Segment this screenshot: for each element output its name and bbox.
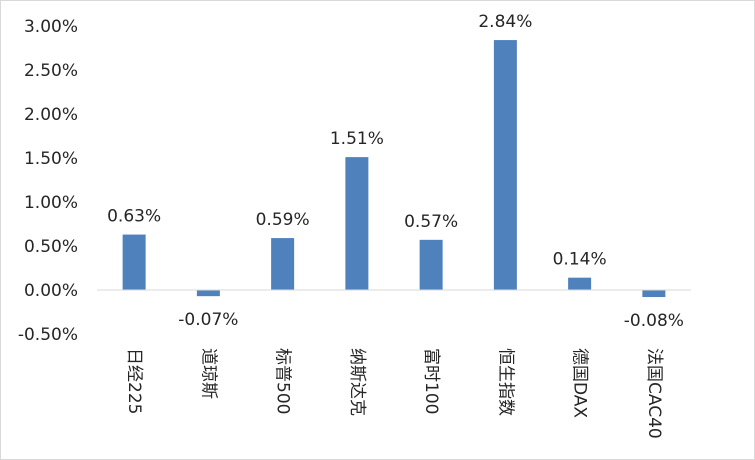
data-label: 0.59% bbox=[256, 210, 310, 230]
y-axis: 3.00% 2.50% 2.00% 1.50% 1.00% 0.50% 0.00% -0.50… bbox=[18, 17, 78, 345]
y-tick-label: 1.50% bbox=[24, 149, 78, 169]
y-tick-label: 2.00% bbox=[24, 105, 78, 125]
y-tick-label: 2.50% bbox=[24, 61, 78, 81]
data-label: -0.07% bbox=[178, 310, 238, 330]
data-label: 2.84% bbox=[478, 12, 532, 32]
category-label: 纳斯达克 bbox=[347, 348, 367, 416]
data-label: 1.51% bbox=[330, 129, 384, 149]
bar bbox=[196, 290, 220, 297]
data-label: 0.63% bbox=[107, 207, 161, 227]
category-label: 法国CAC40 bbox=[644, 348, 664, 439]
category-label: 恒生指数 bbox=[495, 348, 515, 416]
data-labels: 0.63% -0.07% 0.59% 1.51% 0.57% 2.84% 0.14% -0.0… bbox=[107, 12, 684, 331]
y-tick-label: 0.00% bbox=[24, 281, 78, 301]
bar bbox=[345, 157, 369, 290]
category-label: 德国DAX bbox=[570, 348, 590, 418]
bar bbox=[568, 277, 592, 290]
y-tick-label: 3.00% bbox=[24, 17, 78, 37]
bar bbox=[493, 40, 517, 290]
data-label: -0.08% bbox=[624, 311, 684, 331]
y-tick-label: -0.50% bbox=[18, 325, 78, 345]
category-label: 标普500 bbox=[273, 348, 293, 414]
bar bbox=[122, 234, 146, 290]
bar bbox=[271, 238, 295, 290]
bar bbox=[642, 290, 666, 298]
data-label: 0.14% bbox=[553, 250, 607, 270]
category-labels: 日经225 道琼斯 标普500 纳斯达克 富时100 恒生指数 德国DAX 法国CAC40 bbox=[124, 348, 664, 439]
data-label: 0.57% bbox=[404, 212, 458, 232]
bars bbox=[122, 40, 666, 298]
y-tick-label: 1.00% bbox=[24, 193, 78, 213]
bar bbox=[419, 239, 443, 290]
y-tick-label: 0.50% bbox=[24, 237, 78, 257]
category-label: 日经225 bbox=[124, 348, 144, 414]
category-label: 道琼斯 bbox=[198, 348, 218, 399]
category-label: 富时100 bbox=[421, 348, 441, 414]
